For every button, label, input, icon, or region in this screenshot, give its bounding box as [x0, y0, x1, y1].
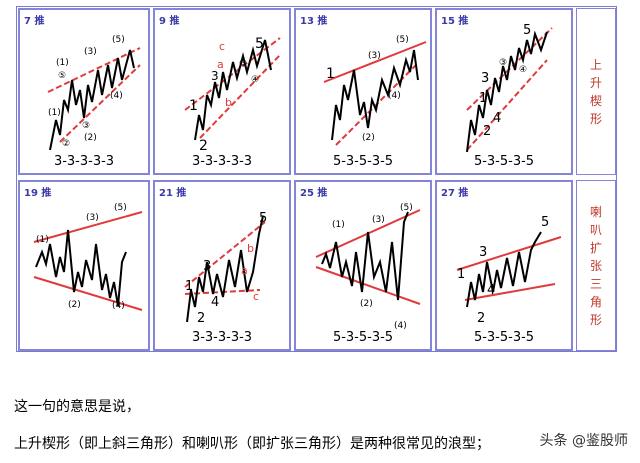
panel-27: 27 推 1 2 3 4 5 5-3-5-3-5 — [435, 180, 573, 351]
watermark: 头条 @鉴股师 — [539, 433, 628, 449]
wave-label: (2) — [68, 300, 81, 310]
wave-label: 3 — [203, 259, 211, 274]
panel-label: 13 推 — [300, 16, 328, 27]
panel-label: 19 推 — [24, 188, 52, 199]
panel-7: 7 推 (1) ② (1) ⑤ (3) (5) (4) (2) ③ 3-3-3-… — [18, 8, 150, 175]
side-label-text: 上升楔形 — [589, 57, 602, 126]
wave-label: 4 — [493, 111, 501, 126]
wave-label: 5 — [523, 23, 531, 38]
wave-label: 3 — [479, 245, 487, 260]
wave-label: (3) — [372, 215, 385, 225]
wave-label: ④ — [519, 65, 527, 75]
wave-label: (3) — [368, 51, 381, 61]
wave-label: 1 — [185, 279, 193, 294]
wave-label: 3 — [481, 71, 489, 86]
wave-label: ⑤ — [58, 71, 66, 81]
wave-chart-19: (1) (2) (3) (5) (4) — [33, 203, 143, 311]
wave-chart-15: 1 2 3 4 5 ③ ④ — [466, 23, 553, 153]
wave-label: (4) — [112, 301, 125, 311]
wave-label: c — [219, 40, 225, 53]
wave-label: (3) — [84, 47, 97, 57]
panel-label: 25 推 — [300, 188, 328, 199]
wave-sequence: 3-3-3-3-3 — [191, 154, 253, 169]
wave-label: (5) — [400, 203, 413, 213]
wave-label: a — [241, 264, 248, 277]
wave-label: ② — [62, 139, 70, 149]
wave-label: 1 — [479, 91, 487, 106]
wave-label: b — [247, 242, 254, 255]
wave-label: 5 — [259, 211, 267, 226]
wave-label: (5) — [112, 35, 125, 45]
side-label-text: 喇叭扩张三角形 — [589, 204, 602, 327]
wave-chart-27: 1 2 3 4 5 — [456, 215, 562, 326]
wave-label: 5 — [255, 36, 264, 52]
wave-label: (4) — [388, 91, 401, 101]
wave-sequence: 3-3-3-3-3 — [191, 330, 253, 345]
wave-label: 1 — [457, 267, 465, 282]
wave-label: 2 — [197, 311, 205, 326]
side-label-rising-wedge: 上升楔形 — [576, 8, 616, 175]
wave-label: (2) — [84, 133, 97, 143]
wave-sequence: 3-3-3-3-3 — [53, 154, 115, 169]
panel-13: 13 推 1 (2) (3) (5) (4) 5-3-5-3-5 — [294, 8, 432, 175]
wave-label: ③ — [239, 59, 247, 69]
wave-pattern-grid — [16, 6, 617, 352]
wave-label: (1) — [332, 220, 345, 230]
wave-label: ④ — [251, 75, 259, 85]
wave-sequence: 5-3-5-3-5 — [332, 330, 394, 345]
wave-chart-13: 1 (2) (3) (5) (4) — [323, 35, 427, 146]
wave-chart-21: 1 2 3 4 5 a b c — [184, 211, 267, 326]
panel-21: 21 推 1 2 3 4 5 a b c 3-3-3-3-3 — [153, 180, 291, 351]
wave-label: ③ — [82, 121, 90, 131]
panel-label: 21 推 — [159, 188, 187, 199]
wave-label: 4 — [211, 295, 219, 310]
wave-label: (2) — [360, 299, 373, 309]
wave-label: (1) — [36, 235, 49, 245]
wave-label: (4) — [394, 321, 407, 331]
wave-label: 5 — [541, 215, 549, 230]
panel-label: 9 推 — [159, 16, 180, 27]
wave-label: 2 — [199, 138, 208, 154]
panel-15: 15 推 1 2 3 4 5 ③ ④ 5-3-5-3-5 — [435, 8, 573, 175]
panel-label: 27 推 — [441, 188, 469, 199]
wave-label: 1 — [189, 98, 198, 114]
panel-25: 25 推 (1) (2) (3) (5) (4) 5-3-5-3-5 — [294, 180, 432, 351]
panel-label: 15 推 — [441, 16, 469, 27]
panel-label: 7 推 — [24, 16, 45, 27]
wave-label: 2 — [477, 311, 485, 326]
wave-sequence: 5-3-5-3-5 — [332, 154, 394, 169]
panel-9: 9 推 1 2 3 a c b 5 ③ ④ 3-3-3-3-3 — [153, 8, 291, 175]
caption-line-2: 上升楔形（即上斜三角形）和喇叭形（即扩张三角形）是两种很常见的浪型； — [14, 436, 490, 452]
wave-label: c — [253, 290, 259, 303]
wave-label: 2 — [483, 124, 491, 139]
side-label-broadening-triangle: 喇叭扩张三角形 — [576, 180, 616, 351]
panel-19: 19 推 (1) (2) (3) (5) (4) — [18, 180, 150, 351]
wave-label: a — [217, 58, 224, 71]
wave-label: (1) — [56, 58, 69, 68]
wave-label: 1 — [326, 66, 335, 82]
wave-label: b — [225, 96, 232, 109]
wave-sequence: 5-3-5-3-5 — [473, 330, 535, 345]
wave-chart-7: (1) ② (1) ⑤ (3) (5) (4) (2) ③ — [47, 35, 141, 151]
wave-label: (5) — [114, 203, 127, 213]
wave-label: (5) — [396, 35, 409, 45]
wave-label: ③ — [499, 58, 507, 68]
wave-chart-9: 1 2 3 a c b 5 ③ ④ — [184, 36, 281, 154]
wave-label: (2) — [362, 133, 375, 143]
wave-sequence: 5-3-5-3-5 — [473, 154, 535, 169]
wave-chart-25: (1) (2) (3) (5) (4) — [315, 203, 421, 331]
wave-label: (1) — [48, 108, 61, 118]
wave-label: (4) — [110, 91, 123, 101]
wave-label: 3 — [211, 69, 219, 83]
wave-label: 4 — [487, 283, 495, 298]
caption-line-1: 这一句的意思是说， — [14, 399, 140, 415]
wave-label: (3) — [86, 213, 99, 223]
